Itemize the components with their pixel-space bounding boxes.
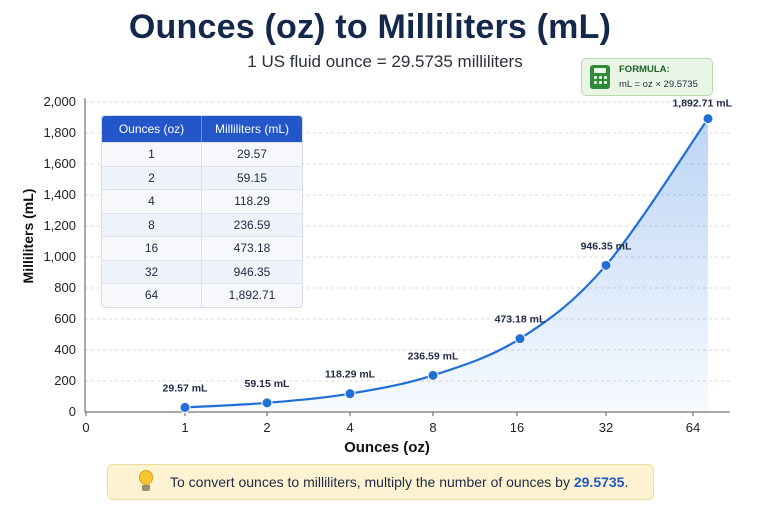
formula-label: FORMULA: <box>619 64 670 75</box>
table-cell-ml: 946.35 <box>202 259 302 283</box>
x-tick-label: 32 <box>599 420 613 435</box>
data-label: 118.29 mL <box>325 369 376 381</box>
formula-text: mL = oz × 29.5735 <box>619 79 698 90</box>
table-row: 32 946.35 <box>102 259 302 283</box>
page-title: Ounces (oz) to Milliliters (mL) <box>128 8 612 46</box>
tip-box: To convert ounces to milliliters, multip… <box>107 464 654 500</box>
x-tick-label: 8 <box>429 420 436 435</box>
y-tick-label: 200 <box>54 373 76 388</box>
table-cell-ml: 473.18 <box>202 236 302 260</box>
x-tick-label: 64 <box>686 420 700 435</box>
y-tick-label: 1,400 <box>43 187 76 202</box>
tip-text-main: To convert ounces to milliliters, multip… <box>170 474 574 490</box>
table-cell-oz: 4 <box>102 189 202 213</box>
data-point <box>344 388 356 400</box>
table-cell-oz: 16 <box>102 236 202 260</box>
x-tick-label: 1 <box>181 420 188 435</box>
y-axis-title: Milliliters (mL) <box>20 189 36 284</box>
data-label: 1,892.71 mL <box>672 98 732 110</box>
lightbulb-icon <box>138 470 154 494</box>
y-tick-label: 1,800 <box>43 125 76 140</box>
y-tick-label: 2,000 <box>43 94 76 109</box>
data-point <box>702 113 714 125</box>
page-subtitle: 1 US fluid ounce = 29.5735 milliliters <box>247 52 523 71</box>
table-row: 8 236.59 <box>102 212 302 236</box>
x-tick-label: 2 <box>263 420 270 435</box>
y-tick-label: 0 <box>69 404 76 419</box>
data-label: 473.18 mL <box>495 314 546 326</box>
y-tick-label: 1,000 <box>43 249 76 264</box>
table-row: 2 59.15 <box>102 165 302 189</box>
data-point <box>427 369 439 381</box>
table-cell-oz: 1 <box>102 142 202 166</box>
y-tick-label: 1,600 <box>43 156 76 171</box>
data-point <box>179 401 191 413</box>
table-row: 64 1,892.71 <box>102 283 302 307</box>
table-cell-ml: 1,892.71 <box>202 283 302 307</box>
data-label: 236.59 mL <box>408 350 459 362</box>
tip-text: To convert ounces to milliliters, multip… <box>170 474 628 490</box>
x-tick-label: 16 <box>510 420 524 435</box>
x-axis-title: Ounces (oz) <box>344 439 430 456</box>
table-row: 16 473.18 <box>102 236 302 260</box>
y-tick-label: 600 <box>54 311 76 326</box>
table-cell-ml: 236.59 <box>202 212 302 236</box>
table-cell-oz: 2 <box>102 165 202 189</box>
table-row: 4 118.29 <box>102 189 302 213</box>
table-header-ounces: Ounces (oz) <box>102 116 202 142</box>
data-point <box>600 259 612 271</box>
y-tick-label: 400 <box>54 342 76 357</box>
formula-box: FORMULA: mL = oz × 29.5735 <box>581 58 713 96</box>
y-tick-label: 800 <box>54 280 76 295</box>
table-cell-ml: 59.15 <box>202 165 302 189</box>
table-header-milliliters: Milliliters (mL) <box>202 116 302 142</box>
table-cell-oz: 64 <box>102 283 202 307</box>
data-label: 29.57 mL <box>163 382 209 394</box>
tip-text-suffix: . <box>624 474 629 490</box>
table-cell-ml: 118.29 <box>202 189 302 213</box>
data-label: 59.15 mL <box>245 378 291 390</box>
table-row: 1 29.57 <box>102 142 302 166</box>
tip-multiplier-value: 29.5735 <box>573 474 625 490</box>
data-point <box>261 397 273 409</box>
data-point <box>514 333 526 345</box>
table-cell-ml: 29.57 <box>202 142 302 166</box>
x-tick-label: 0 <box>82 420 89 435</box>
series-area <box>185 118 708 413</box>
y-tick-label: 1,200 <box>43 218 76 233</box>
conversion-table: Ounces (oz) Milliliters (mL) 1 29.57 2 59.… <box>101 115 303 308</box>
calculator-icon <box>590 65 610 89</box>
table-cell-oz: 32 <box>102 259 202 283</box>
table-header-row: Ounces (oz) Milliliters (mL) <box>102 116 302 142</box>
table-cell-oz: 8 <box>102 212 202 236</box>
data-label: 946.35 mL <box>581 240 632 252</box>
x-tick-label: 4 <box>346 420 353 435</box>
